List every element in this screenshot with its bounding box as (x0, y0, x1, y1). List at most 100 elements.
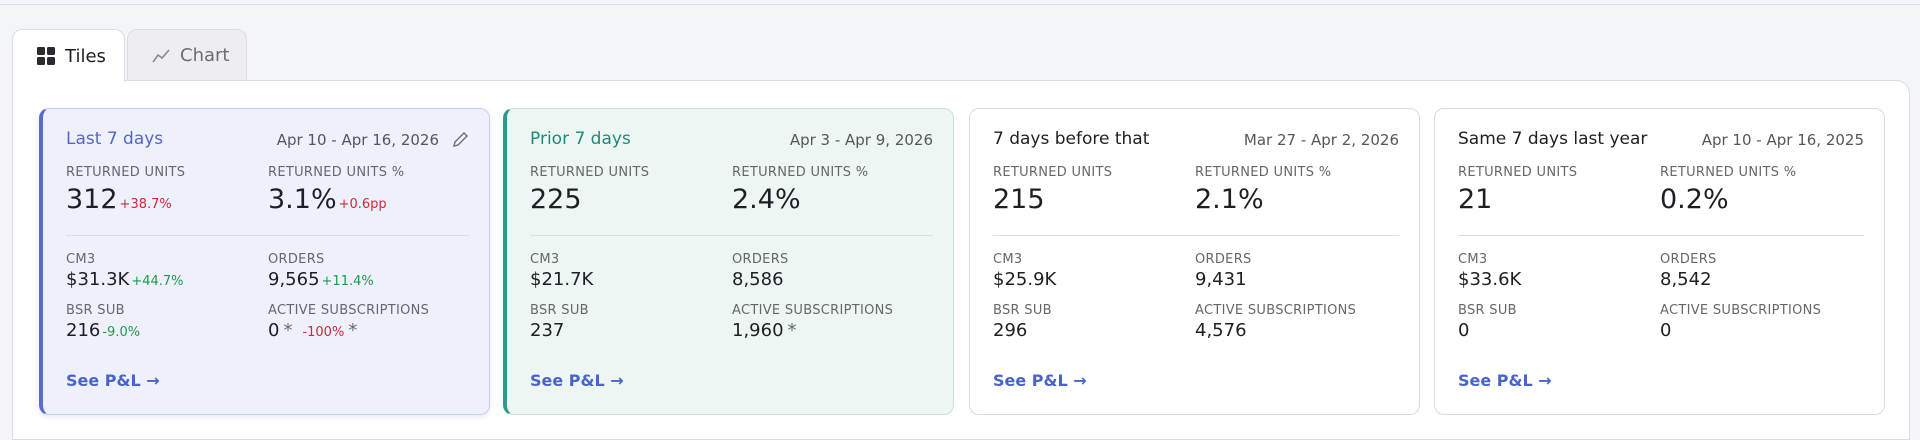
metric-value: $25.9K (993, 269, 1056, 290)
card-title: 7 days before that (993, 129, 1150, 149)
metric-label: ACTIVE SUBSCRIPTIONS (732, 303, 894, 318)
value: 312 (66, 184, 118, 215)
value: 9,565 (268, 269, 320, 290)
metric-label: ORDERS (1195, 252, 1252, 267)
date-range: Apr 10 - Apr 16, 2025 (1701, 131, 1864, 149)
value: 0 (1660, 320, 1672, 341)
see-pl-link[interactable]: See P&L → (993, 371, 1087, 390)
metric-value: 2.4% (732, 184, 801, 215)
metric-value: 296 (993, 320, 1027, 341)
metric-label: BSR SUB (993, 303, 1052, 318)
metric-value: $21.7K (530, 269, 593, 290)
card[interactable]: Prior 7 days Apr 3 - Apr 9, 2026 RETURNED … (503, 108, 954, 415)
metric-label: BSR SUB (1458, 303, 1517, 318)
value-flag: * (787, 320, 797, 341)
metric-value: 8,586 (732, 269, 784, 290)
metric-value: 0 * -100% * (268, 320, 357, 341)
metric-value: 215 (993, 184, 1045, 215)
metric-label: RETURNED UNITS % (1195, 165, 1332, 180)
date-range: Apr 10 - Apr 16, 2026 (276, 131, 439, 149)
see-pl-link[interactable]: See P&L → (66, 371, 160, 390)
metric-label: ORDERS (268, 252, 325, 267)
card[interactable]: Same 7 days last year Apr 10 - Apr 16, 20… (1434, 108, 1885, 415)
tab-label: Tiles (65, 45, 106, 67)
change: +11.4% (321, 274, 374, 289)
metric-value: 9,565 +11.4% (268, 269, 374, 290)
metric-label: RETURNED UNITS % (732, 165, 869, 180)
value: 215 (993, 184, 1045, 215)
value: $31.3K (66, 269, 130, 290)
metric-value: 4,576 (1195, 320, 1247, 341)
metric-value: 8,542 (1660, 269, 1712, 290)
top-border (0, 4, 1920, 5)
value: 0 (268, 320, 280, 341)
change-flag: * (348, 320, 358, 341)
value-flag: * (283, 320, 293, 341)
metric-label: RETURNED UNITS % (1660, 165, 1797, 180)
value: 2.4% (732, 184, 801, 215)
change: -9.0% (102, 325, 141, 340)
metric-label: CM3 (66, 252, 96, 267)
value: 9,431 (1195, 269, 1247, 290)
metric-value: 225 (530, 184, 582, 215)
value: 0.2% (1660, 184, 1729, 215)
value: 216 (66, 320, 101, 341)
metric-value: 237 (530, 320, 564, 341)
divider (1458, 235, 1864, 236)
value: 225 (530, 184, 582, 215)
metric-value: 216 -9.0% (66, 320, 140, 341)
value: 8,586 (732, 269, 784, 290)
metric-label: RETURNED UNITS % (268, 165, 405, 180)
card[interactable]: Last 7 days Apr 10 - Apr 16, 2026 RETURNED… (39, 108, 490, 415)
metric-label: ACTIVE SUBSCRIPTIONS (1660, 303, 1822, 318)
page: Tiles Chart Last 7 days Apr 10 - Apr 16, … (0, 4, 1920, 440)
divider (66, 235, 469, 236)
metric-label: RETURNED UNITS (993, 165, 1113, 180)
value: 21 (1458, 184, 1493, 215)
edit-icon[interactable] (451, 131, 469, 149)
metric-label: CM3 (530, 252, 560, 267)
metric-value: 312 +38.7% (66, 184, 172, 215)
value: $33.6K (1458, 269, 1522, 290)
date-range: Mar 27 - Apr 2, 2026 (1243, 131, 1399, 149)
tiles-icon (37, 47, 55, 65)
value: $21.7K (530, 269, 594, 290)
metric-label: ORDERS (1660, 252, 1717, 267)
metric-value: 0.2% (1660, 184, 1729, 215)
tab-label: Chart (180, 45, 230, 66)
see-pl-link[interactable]: See P&L → (1458, 371, 1552, 390)
value: $25.9K (993, 269, 1057, 290)
change: +44.7% (131, 274, 184, 289)
value: 237 (530, 320, 565, 341)
card[interactable]: 7 days before that Mar 27 - Apr 2, 2026 RE… (969, 108, 1420, 415)
tab-tiles[interactable]: Tiles (12, 29, 125, 82)
date-range: Apr 3 - Apr 9, 2026 (789, 131, 933, 149)
card-title: Prior 7 days (530, 129, 631, 149)
metric-label: RETURNED UNITS (1458, 165, 1578, 180)
metric-label: BSR SUB (66, 303, 125, 318)
metric-value: 9,431 (1195, 269, 1247, 290)
divider (993, 235, 1399, 236)
change: -100% (302, 325, 345, 340)
change: +0.6pp (338, 197, 387, 212)
metric-label: CM3 (1458, 252, 1488, 267)
value: 0 (1458, 320, 1470, 341)
metric-label: ACTIVE SUBSCRIPTIONS (268, 303, 430, 318)
metric-value: $33.6K (1458, 269, 1521, 290)
metric-label: BSR SUB (530, 303, 589, 318)
divider (530, 235, 933, 236)
value: 1,960 (732, 320, 784, 341)
metric-label: ORDERS (732, 252, 789, 267)
metric-label: CM3 (993, 252, 1023, 267)
value: 296 (993, 320, 1028, 341)
see-pl-link[interactable]: See P&L → (530, 371, 624, 390)
metric-value: 3.1% +0.6pp (268, 184, 387, 215)
metric-label: RETURNED UNITS (66, 165, 186, 180)
metric-value: 0 (1458, 320, 1469, 341)
card-title: Last 7 days (66, 129, 164, 149)
chart-icon (152, 48, 170, 62)
metric-label: RETURNED UNITS (530, 165, 650, 180)
value: 4,576 (1195, 320, 1247, 341)
metric-value: 0 (1660, 320, 1671, 341)
tab-chart[interactable]: Chart (127, 29, 247, 81)
